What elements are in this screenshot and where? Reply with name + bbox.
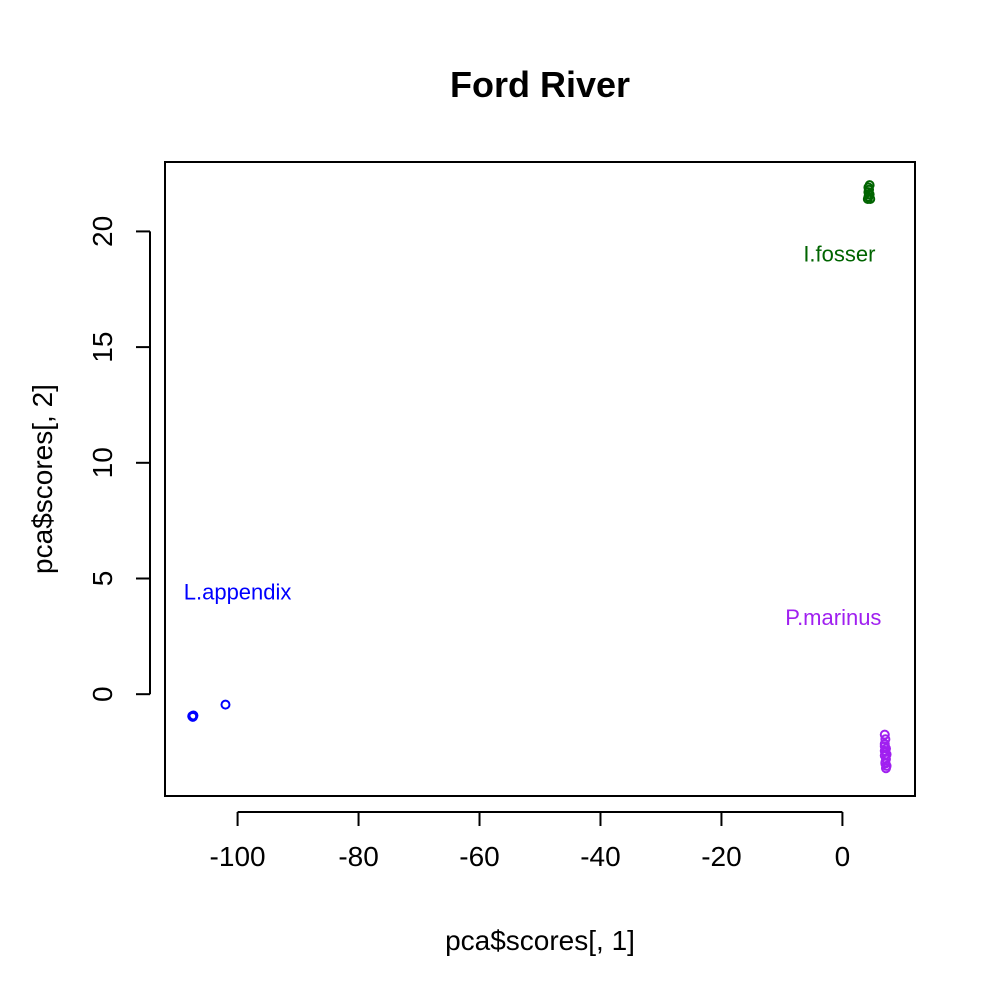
y-tick-label: 5 (87, 571, 118, 587)
data-point (880, 758, 891, 769)
y-tick-label: 0 (87, 686, 118, 702)
data-point (865, 194, 876, 205)
x-tick-label: 0 (835, 841, 851, 872)
data-point (880, 734, 891, 745)
data-point (879, 745, 890, 756)
y-tick-label: 20 (87, 216, 118, 247)
y-axis-label: pca$scores[, 2] (27, 384, 58, 574)
x-tick-label: -20 (701, 841, 741, 872)
series-label: L.appendix (184, 579, 292, 604)
plot-area (164, 161, 916, 797)
series-label: I.fosser (803, 241, 875, 266)
data-point (864, 189, 875, 200)
data-points (187, 180, 892, 774)
data-point (864, 180, 875, 191)
x-axis-label: pca$scores[, 1] (445, 925, 635, 956)
data-point (879, 729, 890, 740)
data-point (187, 711, 198, 722)
y-tick-label: 15 (87, 332, 118, 363)
y-tick-label: 10 (87, 447, 118, 478)
x-tick-label: -60 (459, 841, 499, 872)
y-axis: 0 5 10 15 20 (87, 216, 151, 702)
x-tick-label: -100 (210, 841, 266, 872)
x-tick-label: -40 (580, 841, 620, 872)
chart-title: Ford River (450, 64, 630, 105)
x-tick-label: -80 (338, 841, 378, 872)
x-axis: -100 -80 -60 -40 -20 0 (210, 811, 851, 872)
data-point (880, 763, 891, 774)
series-label: P.marinus (785, 605, 881, 630)
data-point (220, 699, 231, 710)
group-labels: L.appendix I.fosser P.marinus (184, 241, 882, 629)
